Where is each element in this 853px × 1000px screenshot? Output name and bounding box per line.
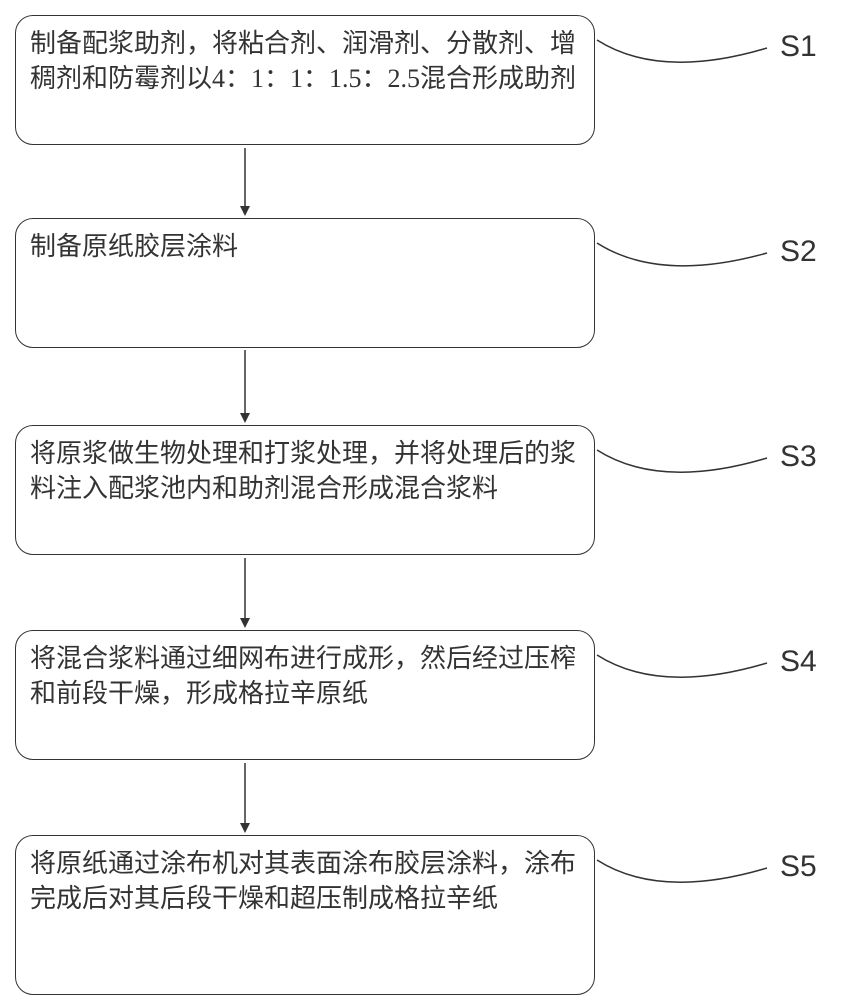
connector-s2-icon [597,243,767,266]
step-label-s5: S5 [780,850,817,884]
step-label-s4: S4 [780,645,817,679]
step-text: 制备原纸胶层涂料 [30,232,238,261]
flowchart-canvas: 制备配浆助剂，将粘合剂、润滑剂、分散剂、增稠剂和防霉剂以4：1：1：1.5：2.… [0,0,853,1000]
step-box-s3: 将原浆做生物处理和打浆处理，并将处理后的浆料注入配浆池内和助剂混合形成混合浆料 [15,425,595,555]
step-label-s2: S2 [780,235,817,269]
connector-s3-icon [597,450,767,472]
step-label-s1: S1 [780,30,817,64]
step-box-s1: 制备配浆助剂，将粘合剂、润滑剂、分散剂、增稠剂和防霉剂以4：1：1：1.5：2.… [15,15,595,145]
step-text: 将原浆做生物处理和打浆处理，并将处理后的浆料注入配浆池内和助剂混合形成混合浆料 [30,439,576,503]
step-label-s3: S3 [780,440,817,474]
step-box-s2: 制备原纸胶层涂料 [15,218,595,348]
connector-s5-icon [597,860,767,882]
step-box-s4: 将混合浆料通过细网布进行成形，然后经过压榨和前段干燥，形成格拉辛原纸 [15,630,595,760]
connector-s1-icon [597,40,767,62]
step-text: 将原纸通过涂布机对其表面涂布胶层涂料，涂布完成后对其后段干燥和超压制成格拉辛纸 [30,849,576,913]
connector-s4-icon [597,655,767,677]
step-text: 将混合浆料通过细网布进行成形，然后经过压榨和前段干燥，形成格拉辛原纸 [30,644,576,708]
step-box-s5: 将原纸通过涂布机对其表面涂布胶层涂料，涂布完成后对其后段干燥和超压制成格拉辛纸 [15,835,595,995]
step-text: 制备配浆助剂，将粘合剂、润滑剂、分散剂、增稠剂和防霉剂以4：1：1：1.5：2.… [30,29,576,93]
